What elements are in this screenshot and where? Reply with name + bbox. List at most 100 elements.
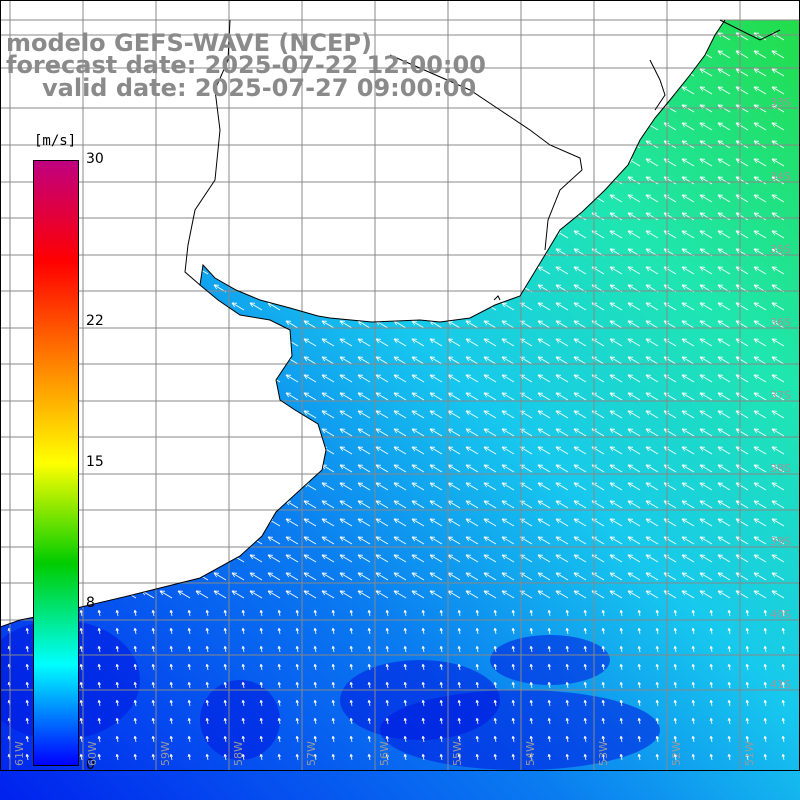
wind-arrow [537,464,551,473]
wind-arrow [493,663,497,671]
latitude-label: 38S [770,462,791,475]
wind-arrow [555,446,569,455]
wind-arrow [609,320,623,329]
wind-arrow [357,464,371,473]
wind-arrow [375,464,389,473]
wind-arrow [177,590,191,599]
wind-arrow [411,428,425,437]
wind-arrow [645,212,659,221]
wind-arrow [753,392,767,401]
wind-arrow [645,590,659,599]
wind-arrow [555,518,569,527]
wind-arrow [627,536,641,545]
wind-arrow [493,753,497,761]
wind-arrow [537,374,551,383]
wind-arrow [663,194,677,203]
wind-arrow [699,158,713,167]
wind-arrow [663,302,677,311]
wind-arrow [321,554,335,563]
wind-arrow [619,717,623,725]
wind-arrow [483,392,497,401]
wind-arrow [223,753,227,761]
wind-arrow [501,374,515,383]
wind-arrow [79,753,83,761]
wind-arrow [97,699,101,707]
wind-arrow [429,482,443,491]
wind-arrow [339,374,353,383]
wind-arrow [375,392,389,401]
wind-arrow [465,410,479,419]
wind-arrow [349,627,353,635]
wind-arrow [321,410,335,419]
wind-arrow [349,663,353,671]
wind-arrow [223,663,227,671]
wind-arrow [699,554,713,563]
wind-arrow [583,645,587,653]
wind-arrow [151,735,155,743]
wind-arrow [753,86,767,95]
wind-arrow [673,645,677,653]
wind-arrow [331,735,335,743]
wind-arrow [385,735,389,743]
wind-arrow [349,735,353,743]
wind-arrow [573,446,587,455]
wind-arrow [231,590,245,599]
wind-arrow [627,302,641,311]
wind-arrow [717,50,731,59]
wind-arrow [367,735,371,743]
wind-arrow [115,735,119,743]
wind-arrow [159,590,173,599]
wind-arrow [601,735,605,743]
wind-arrow [609,500,623,509]
wind-arrow [259,735,263,743]
wind-arrow [385,717,389,725]
wind-arrow [753,482,767,491]
wind-arrow [393,410,407,419]
wind-arrow [565,609,569,617]
wind-arrow [609,338,623,347]
wind-arrow [771,266,785,275]
wind-arrow [727,735,731,743]
wind-arrow [601,681,605,689]
wind-arrow [493,645,497,653]
wind-arrow [627,410,641,419]
wind-arrow [555,356,569,365]
wind-arrow [349,681,353,689]
wind-arrow [663,500,677,509]
wind-arrow [555,572,569,581]
wind-arrow [421,699,425,707]
wind-arrow [223,735,227,743]
wind-arrow [645,410,659,419]
wind-arrow [375,590,389,599]
wind-arrow [241,735,245,743]
wind-arrow [619,609,623,617]
wind-arrow [681,374,695,383]
wind-arrow [339,518,353,527]
wind-arrow [763,735,767,743]
wind-arrow [339,392,353,401]
wind-arrow [537,482,551,491]
wind-arrow [295,663,299,671]
wind-arrow [655,609,659,617]
wind-arrow [285,392,299,401]
wind-arrow [115,663,119,671]
wind-arrow [375,374,389,383]
wind-arrow [717,338,731,347]
wind-arrow [421,609,425,617]
wind-arrow [619,735,623,743]
wind-arrow [763,627,767,635]
wind-arrow [259,627,263,635]
wind-arrow [493,717,497,725]
wind-arrow [637,699,641,707]
wind-arrow [609,572,623,581]
wind-arrow [609,428,623,437]
wind-arrow [717,140,731,149]
wind-arrow [511,753,515,761]
wind-arrow [619,681,623,689]
wind-arrow [465,464,479,473]
wind-arrow [781,609,785,617]
wind-arrow [375,446,389,455]
wind-arrow [429,392,443,401]
wind-arrow [637,663,641,671]
